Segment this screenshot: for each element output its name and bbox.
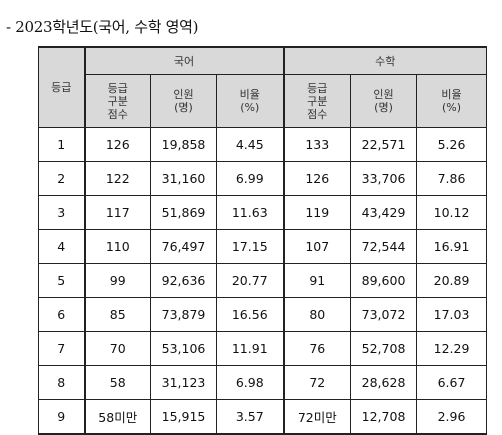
- korean-ratio-cell: 11.91: [215, 331, 285, 366]
- korean-cut-score-header: 등급 구분 점수: [84, 74, 151, 128]
- korean-count-cell: 53,106: [150, 331, 217, 366]
- math-cut-cell: 133: [283, 127, 352, 162]
- math-header: 수학: [283, 46, 488, 75]
- math-count-cell: 52,708: [350, 331, 418, 366]
- table-row: 3 117 51,869 11.63 119 43,429 10.12: [38, 195, 488, 230]
- table-row: 4 110 76,497 17.15 107 72,544 16.91: [38, 229, 488, 264]
- table-row: 5 99 92,636 20.77 91 89,600 20.89: [38, 263, 488, 298]
- math-count-cell: 33,706: [350, 161, 418, 196]
- grade-cell: 5: [38, 263, 86, 298]
- math-ratio-cell: 5.26: [416, 127, 488, 162]
- math-ratio-cell: 2.96: [416, 399, 488, 435]
- math-cut-cell: 126: [283, 161, 352, 196]
- grade-cell: 8: [38, 365, 86, 400]
- grade-cell: 1: [38, 127, 86, 162]
- page-title: - 2023학년도(국어, 수학 영역): [6, 18, 199, 36]
- korean-count-cell: 19,858: [150, 127, 217, 162]
- table-row: 9 58미만 15,915 3.57 72미만 12,708 2.96: [38, 399, 488, 435]
- grade-header: 등급: [38, 46, 86, 128]
- korean-count-cell: 31,160: [150, 161, 217, 196]
- korean-cut-cell: 99: [84, 263, 151, 298]
- math-count-cell: 43,429: [350, 195, 418, 230]
- korean-cut-cell: 70: [84, 331, 151, 366]
- math-count-header: 인원 (명): [350, 74, 418, 128]
- math-count-cell: 22,571: [350, 127, 418, 162]
- korean-cut-cell: 117: [84, 195, 151, 230]
- math-ratio-cell: 6.67: [416, 365, 488, 400]
- korean-count-cell: 51,869: [150, 195, 217, 230]
- grade-cell: 3: [38, 195, 86, 230]
- korean-header: 국어: [83, 46, 285, 75]
- math-ratio-cell: 7.86: [416, 161, 488, 196]
- korean-cut-cell: 58미만: [84, 399, 151, 435]
- math-cut-cell: 91: [283, 263, 352, 298]
- math-cut-cell: 107: [283, 229, 352, 264]
- math-count-cell: 72,544: [350, 229, 418, 264]
- korean-ratio-cell: 11.63: [215, 195, 285, 230]
- grade-table: 등급 국어 수학 등급 구분 점수 인원 (명) 비율 (%) 등급 구분 점수…: [38, 46, 488, 435]
- korean-ratio-cell: 16.56: [215, 297, 285, 332]
- korean-ratio-cell: 3.57: [215, 399, 285, 435]
- math-ratio-cell: 17.03: [416, 297, 488, 332]
- korean-ratio-header: 비율 (%): [215, 74, 285, 128]
- korean-cut-cell: 126: [84, 127, 151, 162]
- math-count-cell: 28,628: [350, 365, 418, 400]
- grade-cell: 7: [38, 331, 86, 366]
- korean-cut-cell: 122: [84, 161, 151, 196]
- math-cut-cell: 72미만: [283, 399, 352, 435]
- korean-count-cell: 92,636: [150, 263, 217, 298]
- korean-ratio-cell: 4.45: [215, 127, 285, 162]
- korean-count-cell: 76,497: [150, 229, 217, 264]
- korean-count-header: 인원 (명): [150, 74, 217, 128]
- korean-ratio-cell: 20.77: [215, 263, 285, 298]
- table-row: 6 85 73,879 16.56 80 73,072 17.03: [38, 297, 488, 332]
- korean-cut-cell: 58: [84, 365, 151, 400]
- table-row: 1 126 19,858 4.45 133 22,571 5.26: [38, 127, 488, 162]
- math-ratio-cell: 20.89: [416, 263, 488, 298]
- grade-cell: 4: [38, 229, 86, 264]
- math-cut-cell: 72: [283, 365, 352, 400]
- korean-cut-cell: 110: [84, 229, 151, 264]
- korean-ratio-cell: 17.15: [215, 229, 285, 264]
- grade-cell: 6: [38, 297, 86, 332]
- math-ratio-header: 비율 (%): [416, 74, 488, 128]
- math-cut-cell: 80: [283, 297, 352, 332]
- korean-count-cell: 15,915: [150, 399, 217, 435]
- math-ratio-cell: 10.12: [416, 195, 488, 230]
- math-count-cell: 12,708: [350, 399, 418, 435]
- math-count-cell: 89,600: [350, 263, 418, 298]
- math-ratio-cell: 12.29: [416, 331, 488, 366]
- math-count-cell: 73,072: [350, 297, 418, 332]
- korean-count-cell: 73,879: [150, 297, 217, 332]
- korean-ratio-cell: 6.99: [215, 161, 285, 196]
- korean-count-cell: 31,123: [150, 365, 217, 400]
- korean-cut-cell: 85: [84, 297, 151, 332]
- math-cut-cell: 76: [283, 331, 352, 366]
- table-row: 2 122 31,160 6.99 126 33,706 7.86: [38, 161, 488, 196]
- table-row: 7 70 53,106 11.91 76 52,708 12.29: [38, 331, 488, 366]
- korean-ratio-cell: 6.98: [215, 365, 285, 400]
- math-cut-score-header: 등급 구분 점수: [283, 74, 352, 128]
- grade-cell: 2: [38, 161, 86, 196]
- math-cut-cell: 119: [283, 195, 352, 230]
- table-row: 8 58 31,123 6.98 72 28,628 6.67: [38, 365, 488, 400]
- grade-cell: 9: [38, 399, 86, 435]
- math-ratio-cell: 16.91: [416, 229, 488, 264]
